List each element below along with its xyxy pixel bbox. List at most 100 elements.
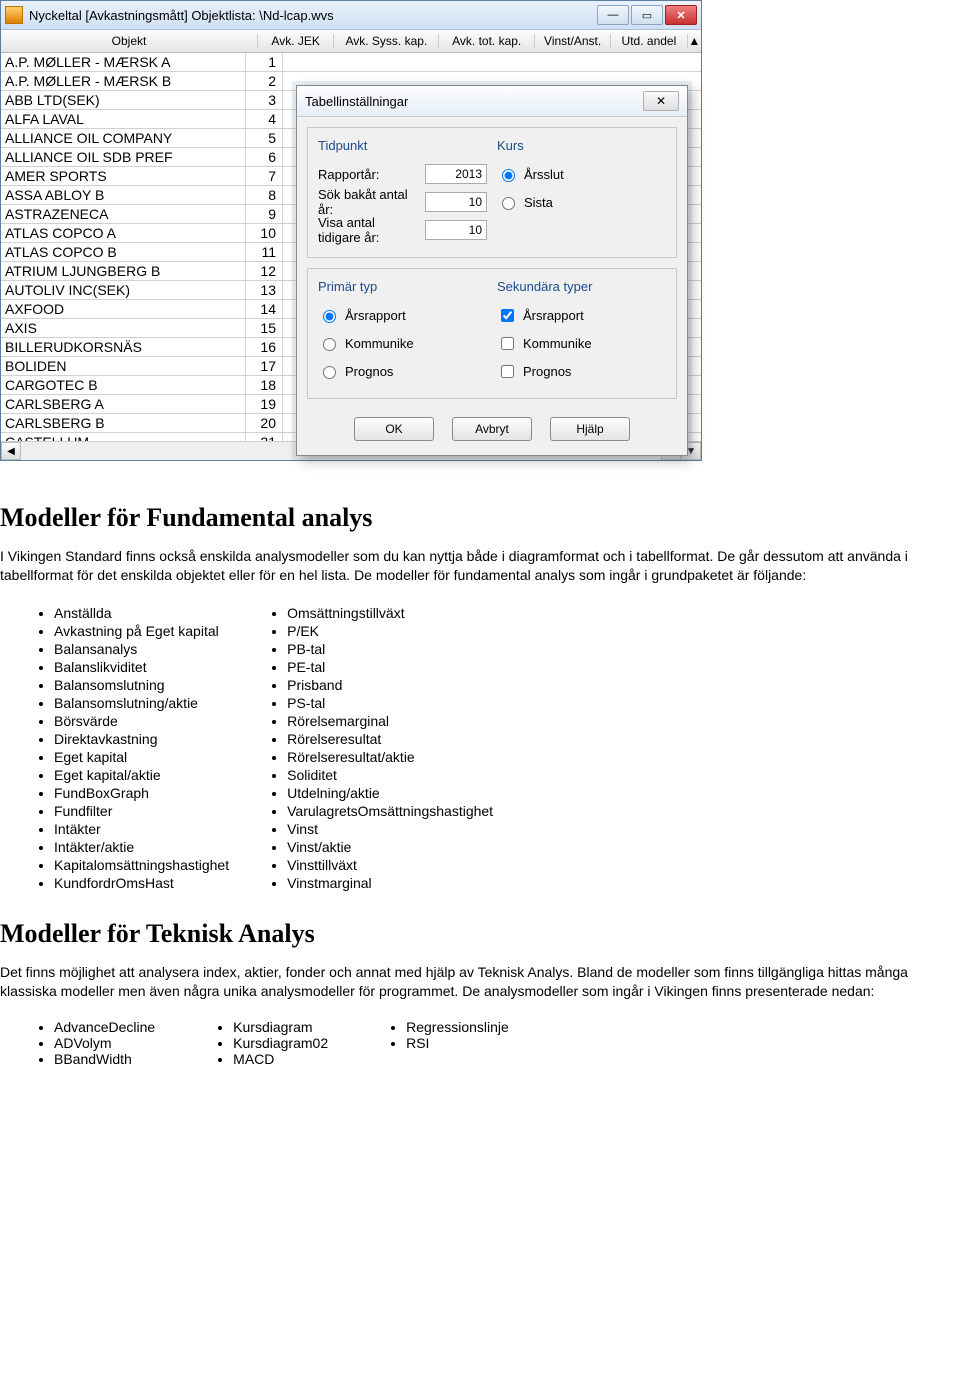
dialog-close-button[interactable]: ✕	[643, 91, 679, 111]
radio-primar-kommunike-label: Kommunike	[345, 336, 414, 351]
cancel-button[interactable]: Avbryt	[452, 417, 532, 441]
list-item: Kursdiagram02	[233, 1035, 328, 1051]
list-item: PS-tal	[287, 695, 493, 711]
groupbox-tidpunkt-kurs: Tidpunkt Rapportår: Sök bakåt antal år: …	[307, 127, 677, 258]
cell-objekt: ALFA LAVAL	[1, 110, 246, 128]
table-row[interactable]: A.P. MØLLER - MÆRSK A1	[1, 53, 701, 72]
cell-objekt: AXFOOD	[1, 300, 246, 318]
cell-index: 11	[246, 243, 283, 261]
visa-antal-input[interactable]	[425, 220, 487, 240]
radio-arsslut-label: Årsslut	[524, 167, 564, 182]
list-item: P/EK	[287, 623, 493, 639]
cell-index: 15	[246, 319, 283, 337]
list-item: ADVolym	[54, 1035, 155, 1051]
column-header-avk-tot[interactable]: Avk. tot. kap.	[439, 34, 535, 48]
cell-index: 16	[246, 338, 283, 356]
list-item: Börsvärde	[54, 713, 229, 729]
column-header-utd-andel[interactable]: Utd. andel	[611, 34, 687, 48]
list-item: Balansomslutning/aktie	[54, 695, 229, 711]
list-item: Omsättningstillväxt	[287, 605, 493, 621]
list-item: RSI	[406, 1035, 509, 1051]
list-item: Balansanalys	[54, 641, 229, 657]
cell-index: 9	[246, 205, 283, 223]
list-item: Rörelseresultat	[287, 731, 493, 747]
cell-index: 14	[246, 300, 283, 318]
check-sek-kommunike-label: Kommunike	[523, 336, 592, 351]
column-header-avk-jek[interactable]: Avk. JEK	[258, 34, 334, 48]
rapportar-label: Rapportår:	[318, 167, 419, 182]
help-button[interactable]: Hjälp	[550, 417, 630, 441]
titlebar[interactable]: Nyckeltal [Avkastningsmått] Objektlista:…	[1, 1, 701, 30]
cell-index: 7	[246, 167, 283, 185]
cell-objekt: ATRIUM LJUNGBERG B	[1, 262, 246, 280]
scroll-up-icon[interactable]: ▲	[688, 34, 701, 48]
group-header-kurs: Kurs	[497, 138, 666, 153]
main-window: Nyckeltal [Avkastningsmått] Objektlista:…	[0, 0, 702, 461]
list-item: Balansomslutning	[54, 677, 229, 693]
cell-index: 20	[246, 414, 283, 432]
scroll-left-icon[interactable]: ◀	[1, 442, 21, 460]
cell-objekt: ABB LTD(SEK)	[1, 91, 246, 109]
list-item: Kapitalomsättningshastighet	[54, 857, 229, 873]
cell-index: 3	[246, 91, 283, 109]
ok-button[interactable]: OK	[354, 417, 434, 441]
radio-primar-prognos[interactable]	[323, 366, 336, 379]
list-item: PB-tal	[287, 641, 493, 657]
radio-sista[interactable]	[502, 197, 515, 210]
cell-index: 17	[246, 357, 283, 375]
visa-antal-label: Visa antal tidigare år:	[318, 215, 419, 245]
column-header-objekt[interactable]: Objekt	[1, 34, 258, 48]
cell-objekt: CARGOTEC B	[1, 376, 246, 394]
radio-arsslut[interactable]	[502, 169, 515, 182]
column-header-vinst-anst[interactable]: Vinst/Anst.	[535, 34, 611, 48]
document-content: Modeller för Fundamental analys I Viking…	[0, 461, 960, 1087]
cell-objekt: ALLIANCE OIL SDB PREF	[1, 148, 246, 166]
minimize-button[interactable]: —	[597, 5, 629, 25]
group-header-sekundar: Sekundära typer	[497, 279, 666, 294]
heading-fundamental: Modeller för Fundamental analys	[0, 503, 956, 533]
window-body: Objekt Avk. JEK Avk. Syss. kap. Avk. tot…	[1, 30, 701, 460]
app-icon	[5, 6, 23, 24]
cell-index: 1	[246, 53, 283, 71]
list-item: BBandWidth	[54, 1051, 155, 1067]
list-item: Avkastning på Eget kapital	[54, 623, 229, 639]
close-button[interactable]: ✕	[665, 5, 697, 25]
cell-objekt: A.P. MØLLER - MÆRSK B	[1, 72, 246, 90]
groupbox-typer: Primär typ Årsrapport Kommunike Prognos	[307, 268, 677, 399]
list-item: Eget kapital	[54, 749, 229, 765]
check-sek-arsrapport[interactable]	[501, 309, 514, 322]
radio-sista-label: Sista	[524, 195, 553, 210]
list-item: Utdelning/aktie	[287, 785, 493, 801]
maximize-button[interactable]: ▭	[631, 5, 663, 25]
dialog-titlebar[interactable]: Tabellinställningar ✕	[297, 86, 687, 117]
cell-objekt: AMER SPORTS	[1, 167, 246, 185]
cell-index: 13	[246, 281, 283, 299]
column-header-avk-syss[interactable]: Avk. Syss. kap.	[334, 34, 439, 48]
radio-primar-prognos-label: Prognos	[345, 364, 393, 379]
check-sek-prognos[interactable]	[501, 365, 514, 378]
cell-index: 10	[246, 224, 283, 242]
radio-primar-kommunike[interactable]	[323, 338, 336, 351]
list-item: Vinst/aktie	[287, 839, 493, 855]
radio-primar-arsrapport[interactable]	[323, 310, 336, 323]
cell-objekt: ATLAS COPCO B	[1, 243, 246, 261]
sok-bakat-input[interactable]	[425, 192, 487, 212]
fundamental-model-list: AnställdaAvkastning på Eget kapitalBalan…	[36, 603, 956, 893]
list-item: Regressionslinje	[406, 1019, 509, 1035]
cell-index: 5	[246, 129, 283, 147]
cell-objekt: CARLSBERG A	[1, 395, 246, 413]
radio-primar-arsrapport-label: Årsrapport	[345, 308, 406, 323]
cell-objekt: A.P. MØLLER - MÆRSK A	[1, 53, 246, 71]
paragraph-teknisk: Det finns möjlighet att analysera index,…	[0, 963, 956, 1001]
cell-index: 18	[246, 376, 283, 394]
paragraph-fundamental: I Vikingen Standard finns också enskilda…	[0, 547, 956, 585]
list-item: FundBoxGraph	[54, 785, 229, 801]
rapportar-input[interactable]	[425, 164, 487, 184]
list-item: Rörelseresultat/aktie	[287, 749, 493, 765]
cell-objekt: AXIS	[1, 319, 246, 337]
cell-index: 8	[246, 186, 283, 204]
cell-index: 12	[246, 262, 283, 280]
cell-objekt: ASTRAZENECA	[1, 205, 246, 223]
group-header-primar: Primär typ	[318, 279, 487, 294]
check-sek-kommunike[interactable]	[501, 337, 514, 350]
